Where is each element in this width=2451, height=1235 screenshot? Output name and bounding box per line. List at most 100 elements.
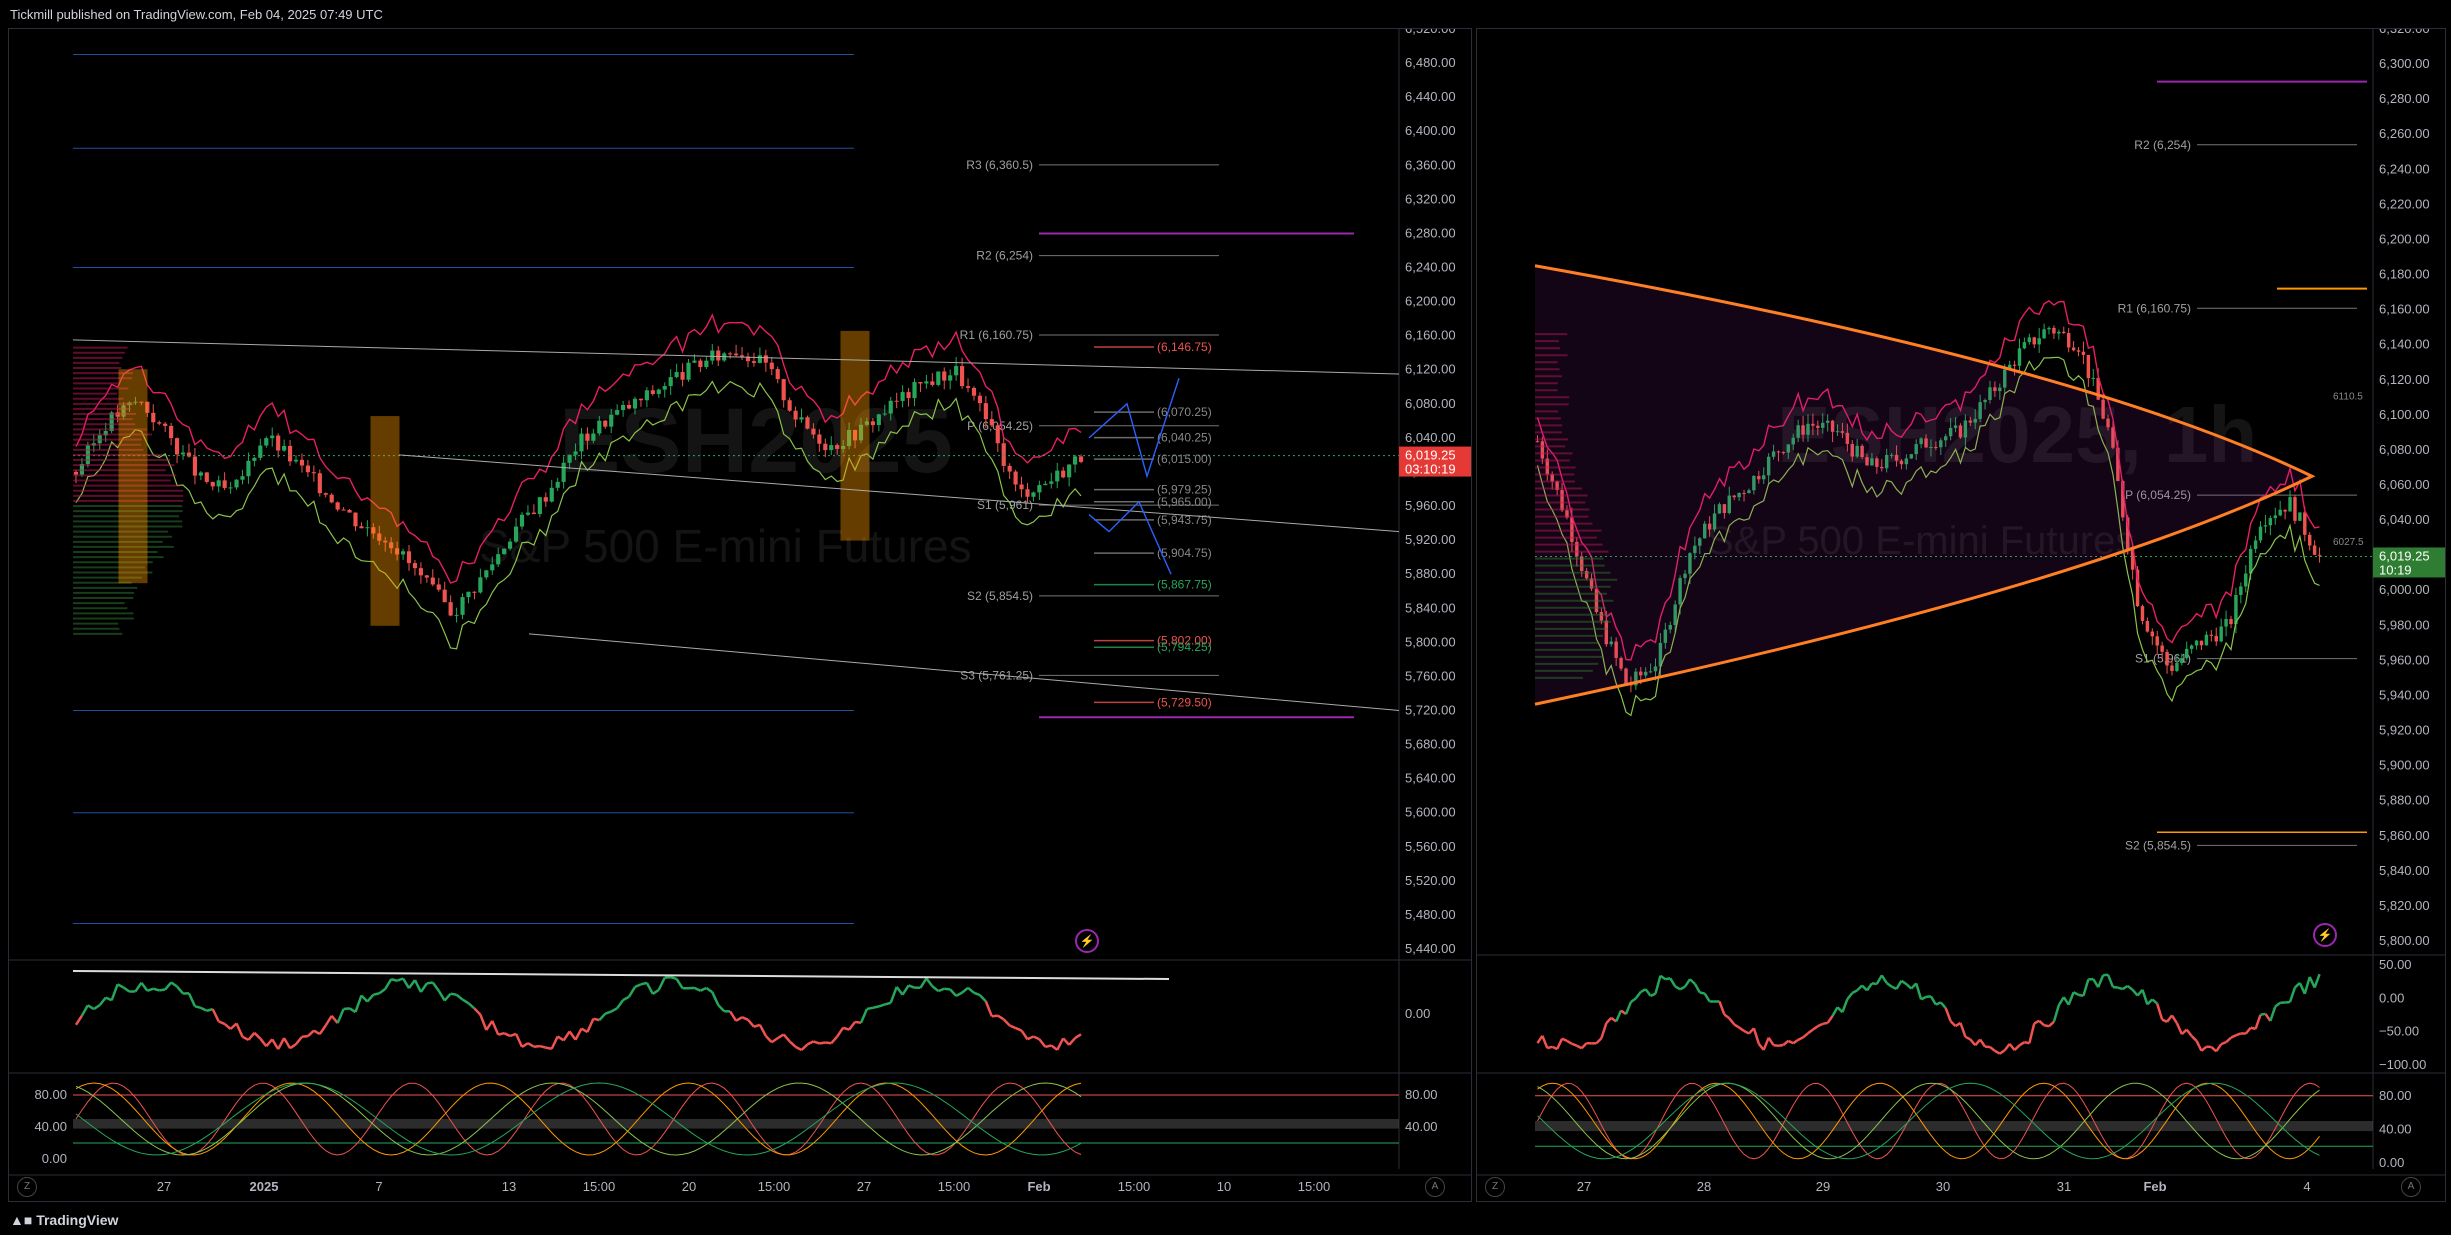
oscillator-segment [534,1046,540,1047]
price-tick-label: 6,180.00 [2379,267,2430,282]
oscillator-segment [367,995,373,1002]
oscillator-segment [825,1042,831,1043]
right-timezone-icon[interactable]: Z [1485,1177,1505,1197]
candle-body [692,361,696,363]
oscillator-segment [451,994,457,995]
candle-body [2308,535,2311,546]
stoch-tick-label: 40.00 [1405,1119,1438,1134]
candle-body [990,419,994,425]
oscillator-segment [2305,977,2310,994]
oscillator-segment [1828,1016,1833,1023]
candle-body [157,422,161,423]
oscillator-segment [201,1008,207,1011]
price-tick-label: 5,860.00 [2379,828,2430,843]
oscillator-segment [1823,1023,1828,1024]
oscillator-segment [272,1039,278,1049]
oscillator-segment [1557,1039,1562,1049]
left-chart-panel[interactable]: ESH2025 S&P 500 E-mini Futures 6,520.006… [8,28,1472,1202]
price-tick-label: 5,640.00 [1405,771,1456,786]
price-tick-label: 6,160.00 [2379,302,2430,317]
left-lightning-icon[interactable]: ⚡ [1075,929,1099,953]
candle-body [2087,355,2090,378]
candle-body [151,413,155,422]
oscillator-segment [1670,978,1675,986]
price-tick-label: 6,040.00 [2379,512,2430,527]
level-label: (5,794.25) [1157,640,1212,654]
candle-body [193,457,197,476]
level-label: (6,015.00) [1157,452,1212,466]
price-tick-label: 6,400.00 [1405,123,1456,138]
oscillator-segment [647,983,653,994]
oscillator-segment [1857,986,1862,991]
price-tick-label: 6,080.00 [2379,442,2430,457]
left-chart-svg[interactable]: 6,520.00 6,480.00 6,440.00 6,400.00 6,360.00… [9,29,1471,1201]
oscillator-segment [1057,1038,1063,1050]
candle-body [2200,641,2203,646]
candle-body [996,425,1000,443]
oscillator-segment [1660,976,1665,980]
oscillator-segment [1916,983,1921,999]
price-tick-label: 6,260.00 [2379,126,2430,141]
oscillator-segment [254,1033,260,1039]
candle-body [734,354,738,356]
oscillator-segment [468,1003,474,1008]
candle-body [2195,641,2198,646]
right-chart-panel[interactable]: ESH2025, 1h S&P 500 E-mini Futures 6,320… [1476,28,2446,1202]
oscillator-segment [1744,1031,1749,1034]
candle-body [443,590,447,602]
oscillator-segment [968,988,974,993]
candle-body [2185,649,2188,658]
tradingview-logo[interactable]: ▲■ TradingView [10,1212,118,1228]
pivot-label: R1 (6,160.75) [960,328,1033,342]
candle-body [2259,527,2262,541]
oscillator-segment [1897,981,1902,989]
oscillator-segment [1010,1025,1016,1028]
oscillator-segment [849,1022,855,1030]
oscillator-segment [2069,992,2074,1004]
oscillator-segment [213,1009,219,1021]
candle-body [502,549,506,554]
candle-body [2165,652,2168,666]
oscillator-segment [617,1000,623,1008]
candle-body [1067,465,1071,478]
oscillator-segment [2197,1041,2202,1051]
candle-body [984,403,988,419]
candle-body [2224,619,2227,627]
oscillator-segment [1867,983,1872,990]
right-auto-scale-icon[interactable]: A [2401,1177,2421,1197]
left-auto-scale-icon[interactable]: A [1425,1177,1445,1197]
left-timezone-icon[interactable]: Z [17,1177,37,1197]
oscillator-segment [165,982,171,989]
oscillator-segment [2015,1045,2020,1050]
oscillator-segment [94,1005,100,1009]
candle-body [835,445,839,449]
last-price-label: 6,019.25 [2379,548,2430,563]
oscillator-segment [373,993,379,994]
stoch-left-tick-label: 0.00 [42,1151,67,1166]
oscillator-segment [1965,1037,1970,1040]
right-lightning-icon[interactable]: ⚡ [2313,923,2337,947]
stoch-tick-label: 80.00 [2379,1088,2412,1103]
candle-body [1043,484,1047,485]
candle-body [829,445,833,450]
right-chart-svg[interactable]: 6,320.00 6,300.00 6,280.00 6,260.00 6,240.00… [1477,29,2445,1201]
oscillator-tick-label: −50.00 [2379,1024,2419,1039]
candle-body [110,412,114,431]
candle-body [478,577,482,592]
candle-body [776,369,780,379]
candle-body [2215,636,2218,642]
oscillator-segment [1788,1041,1793,1043]
candle-body [324,493,328,495]
oscillator-segment [2083,979,2088,995]
candle-body [1014,472,1018,485]
candle-body [2160,646,2163,652]
oscillator-segment [956,993,962,996]
stoch-tick-label: 40.00 [2379,1121,2412,1136]
oscillator-segment [1941,1002,1946,1008]
candle-body [1049,481,1053,483]
oscillator-segment [171,982,177,986]
candle-body [2013,365,2016,366]
oscillator-segment [463,1000,469,1004]
candle-body [2303,512,2306,534]
oscillator-segment [2270,1007,2275,1021]
